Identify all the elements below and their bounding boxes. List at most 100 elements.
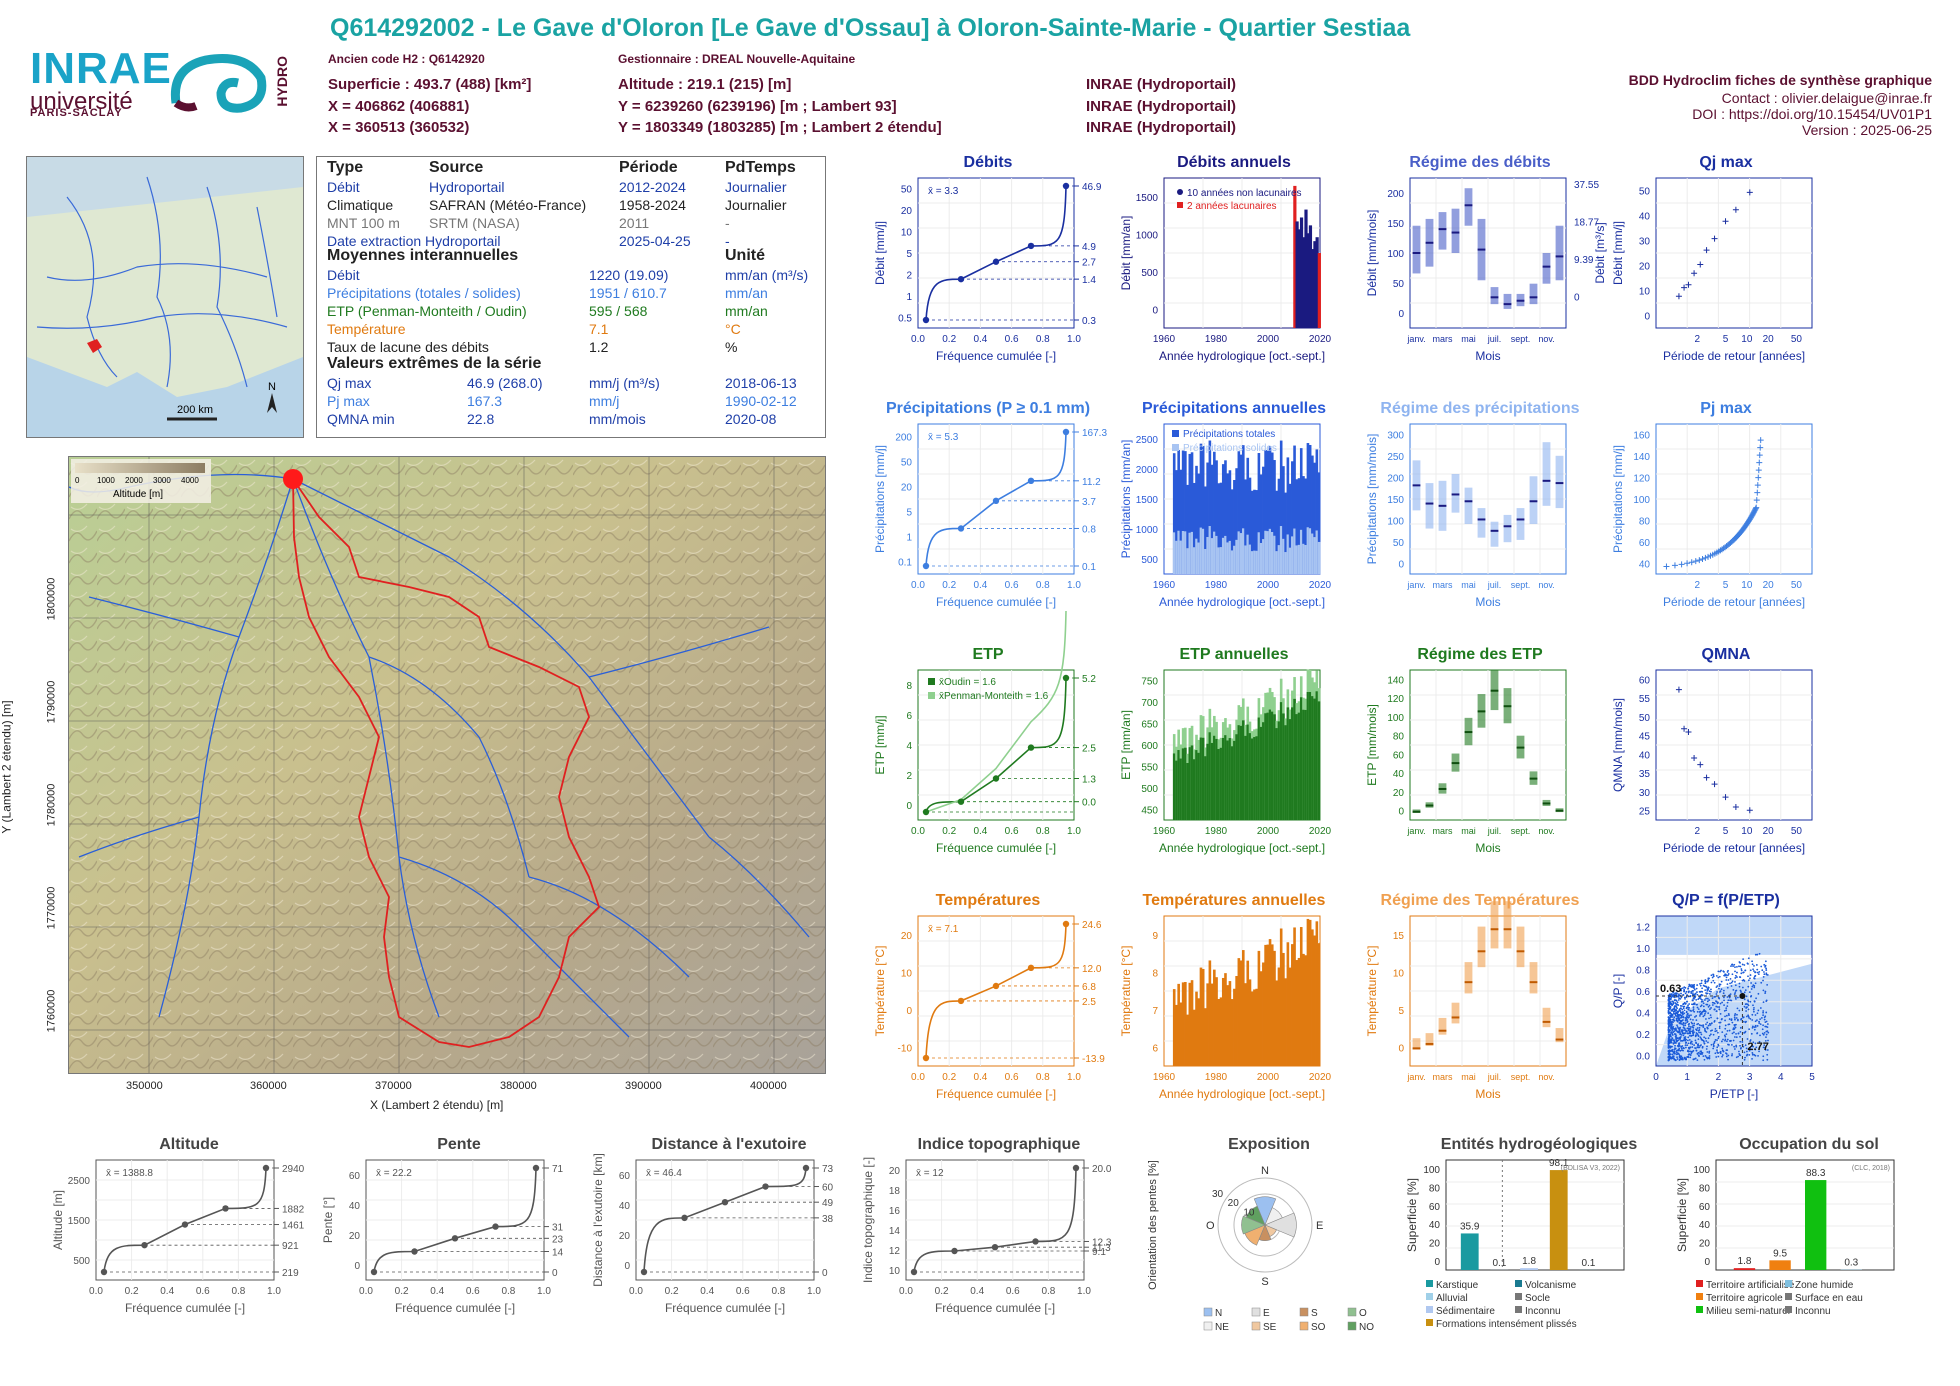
annual-bar [1179, 469, 1183, 574]
annual-bar-2 [1172, 532, 1176, 574]
annual-bar [1181, 982, 1185, 1066]
x-tick-label: 0.6 [1005, 580, 1019, 591]
y-tick-label: 0 [906, 801, 912, 812]
moy-label: Taux de lacune des débits [327, 339, 489, 355]
qp-point [1744, 1003, 1747, 1006]
qp-point [1762, 1011, 1764, 1014]
etp-chart: 5.22.51.30.0x̄Oudin = 1.6x̄Penman-Montei… [873, 610, 1096, 855]
qp-point [1749, 1040, 1752, 1042]
qp-point [1691, 993, 1694, 996]
ring-label: 30 [1212, 1189, 1224, 1200]
legend-swatch [1785, 1306, 1792, 1313]
qp-point [1690, 990, 1693, 993]
right-tick-label: 219 [282, 1268, 299, 1279]
contact-link[interactable]: Contact : olivier.delaigue@inrae.fr [1721, 90, 1932, 106]
qp-point [1764, 1040, 1767, 1042]
y-tick-label: 80 [1699, 1184, 1711, 1195]
info-table: Type Source Période PdTemps Débit Hydropo… [316, 156, 826, 438]
qp-point [1681, 1045, 1684, 1047]
qp-point [1683, 1047, 1685, 1050]
qp-point [1710, 974, 1713, 977]
annual-bar [1250, 490, 1254, 574]
qp-point [1736, 965, 1738, 968]
y-tick-label: 10 [1639, 287, 1651, 298]
qp-point [1697, 1029, 1700, 1032]
qp-point [1690, 1010, 1693, 1012]
annual-bar-2 [1299, 529, 1303, 574]
legend-dot [1177, 189, 1183, 195]
qp-point [1739, 1054, 1741, 1057]
quantile-point [721, 1198, 729, 1206]
qp-point [1725, 1052, 1727, 1055]
qp-point [1703, 1036, 1706, 1039]
qp-point [1765, 1020, 1768, 1023]
qp-point [1761, 1028, 1764, 1031]
annual-bar [1311, 249, 1315, 328]
annual-bar [1317, 472, 1321, 574]
annual-bar [1313, 935, 1316, 1066]
qp-point [1702, 984, 1705, 987]
x-axis-label: P/ETP [-] [1710, 1087, 1758, 1101]
qp-point [1709, 1014, 1712, 1017]
x-axis-label: Année hydrologique [oct.-sept.] [1159, 349, 1325, 363]
ext-value: 22.8 [467, 411, 495, 427]
qp-point [1764, 990, 1767, 993]
qp-point [1708, 1017, 1710, 1020]
quantile-point [181, 1221, 189, 1228]
qp-point [1756, 971, 1759, 974]
moy-unit: mm/an (m³/s) [725, 267, 809, 283]
qp-point [1756, 1012, 1759, 1015]
y-tick-label: 650 [1141, 720, 1158, 731]
doi-link[interactable]: DOI : https://doi.org/10.15454/UV01P1 [1692, 106, 1932, 122]
qp-point [1724, 1019, 1726, 1022]
annual-bar-2 [1246, 534, 1250, 574]
qp-point [1735, 1044, 1738, 1047]
return-point [1732, 206, 1739, 213]
qp-point [1735, 1056, 1738, 1059]
annual-bar [1244, 735, 1247, 820]
y-tick-label: 8 [906, 681, 912, 692]
annual-bar [1235, 734, 1238, 820]
qp-point [1718, 1027, 1721, 1030]
moy-value: 7.1 [589, 321, 609, 337]
qp-point [1750, 982, 1753, 984]
qp-point [1695, 999, 1698, 1001]
qp-point [1667, 1004, 1670, 1006]
qp-point [1735, 1017, 1738, 1019]
qp-point [1763, 971, 1765, 973]
qp-point [1735, 1045, 1738, 1048]
y-tick-label: 12 [889, 1246, 901, 1257]
qp-point [1672, 1021, 1674, 1024]
legend-swatch [1251, 1321, 1261, 1331]
month-box [1529, 476, 1538, 524]
annual-bar [1264, 450, 1267, 574]
qp-point [1703, 1014, 1706, 1017]
qp-point [1730, 985, 1733, 987]
universite-logo: université [30, 88, 133, 115]
x-tick-label: 0.6 [1006, 1286, 1020, 1297]
right-tick-label: 0 [552, 1268, 558, 1279]
minimap-north: N [268, 381, 276, 393]
polar-ring [1217, 1177, 1313, 1273]
qp-point [1740, 991, 1742, 993]
qp-point [1766, 1049, 1769, 1051]
qp-point [1671, 1037, 1673, 1039]
qp-point [1742, 958, 1745, 961]
qp-point [1713, 1042, 1716, 1044]
ext-unit: mm/j [589, 393, 620, 409]
right-tick-label: 11.3 [1092, 1243, 1111, 1254]
qp-point [1679, 1026, 1682, 1029]
moy-unit: mm/an [725, 285, 768, 301]
y-tick-label: 20 [901, 931, 913, 942]
qp-point [1718, 985, 1721, 987]
annual-bar [1295, 479, 1299, 574]
occupation-title: Occupation du sol [1739, 1136, 1879, 1153]
info-type: Date extraction Hydroportail [327, 233, 501, 249]
qp-point [1696, 1006, 1699, 1009]
qp-point [1753, 975, 1756, 978]
y-tick-label: 30 [1639, 788, 1651, 799]
qp-point [1745, 1047, 1748, 1050]
qp-point [1682, 1026, 1685, 1029]
category-bar [1520, 1268, 1538, 1270]
